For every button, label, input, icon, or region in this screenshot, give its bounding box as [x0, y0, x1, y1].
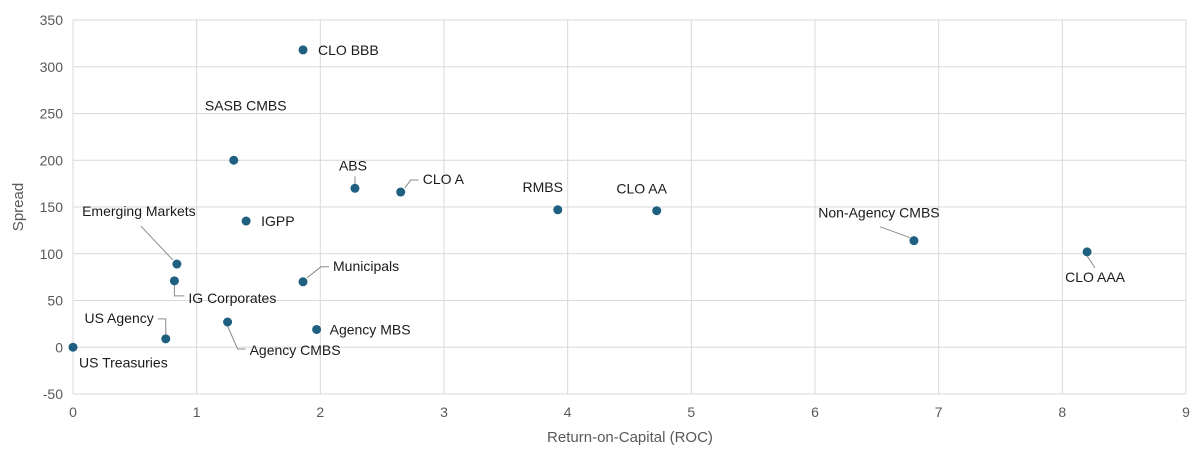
tick-labels: -50 0 50 100 150 200 250 300 350 0 1 2 3 4 5 6 7 8 9: [40, 12, 1190, 420]
leader-lines: [140, 176, 1096, 350]
leader-agency-cmbs: [227, 325, 246, 350]
label-clo-a: CLO A: [423, 171, 465, 187]
y-tick-label: -50: [43, 386, 63, 402]
y-tick-label: 300: [40, 59, 64, 75]
point-rmbs: [553, 205, 563, 215]
x-tick-label: 0: [69, 404, 77, 420]
label-agency-mbs: Agency MBS: [330, 321, 411, 337]
point-clo-bbb: [298, 45, 308, 55]
data-points: [68, 45, 1092, 352]
y-tick-label: 50: [47, 293, 63, 309]
leader-municipals: [306, 266, 330, 279]
x-axis-title: Return-on-Capital (ROC): [547, 429, 713, 446]
label-ig-corporates: IG Corporates: [188, 290, 276, 306]
point-emerging-markets: [172, 259, 182, 269]
x-tick-label: 4: [564, 404, 572, 420]
label-clo-aa: CLO AA: [616, 181, 667, 197]
point-us-treasuries: [68, 342, 78, 352]
y-tick-label: 200: [40, 152, 64, 168]
leader-clo-aaa: [1086, 255, 1096, 269]
label-agency-cmbs: Agency CMBS: [250, 342, 341, 358]
x-tick-label: 2: [316, 404, 324, 420]
point-clo-aa: [652, 206, 662, 216]
leader-us-agency: [157, 318, 167, 335]
label-igpp: IGPP: [261, 213, 294, 229]
label-clo-aaa: CLO AAA: [1065, 269, 1126, 285]
y-tick-label: 150: [40, 199, 64, 215]
point-abs: [350, 183, 360, 193]
y-axis-title: Spread: [10, 183, 27, 231]
leader-ig-corporates: [173, 284, 185, 297]
point-agency-cmbs: [223, 317, 233, 327]
point-sasb-cmbs: [229, 155, 239, 165]
x-tick-label: 7: [935, 404, 943, 420]
y-tick-label: 0: [55, 339, 63, 355]
label-abs: ABS: [339, 157, 367, 173]
point-clo-aaa: [1082, 247, 1092, 257]
point-ig-corporates: [169, 276, 179, 286]
leader-clo-a: [404, 179, 419, 189]
x-tick-label: 1: [193, 404, 201, 420]
point-municipals: [298, 277, 308, 287]
label-emerging-markets: Emerging Markets: [82, 203, 196, 219]
data-labels: US Treasuries US Agency IG Corporates Emerg…: [79, 42, 1126, 370]
label-sasb-cmbs: SASB CMBS: [205, 97, 287, 113]
gridlines: [72, 19, 1187, 395]
point-clo-a: [396, 187, 406, 197]
label-non-agency-cmbs: Non-Agency CMBS: [818, 205, 939, 221]
label-clo-bbb: CLO BBB: [318, 42, 379, 58]
x-tick-label: 6: [811, 404, 819, 420]
x-tick-label: 3: [440, 404, 448, 420]
y-tick-label: 250: [40, 106, 64, 122]
y-tick-label: 100: [40, 246, 64, 262]
label-rmbs: RMBS: [523, 179, 563, 195]
x-tick-label: 5: [687, 404, 695, 420]
label-us-treasuries: US Treasuries: [79, 354, 168, 370]
label-us-agency: US Agency: [84, 310, 153, 326]
leader-non-agency-cmbs: [879, 226, 911, 239]
x-tick-label: 9: [1182, 404, 1190, 420]
label-municipals: Municipals: [333, 258, 399, 274]
x-tick-label: 8: [1058, 404, 1066, 420]
point-igpp: [241, 216, 251, 226]
leader-emerging-markets: [140, 225, 174, 261]
y-tick-label: 350: [40, 12, 64, 28]
point-non-agency-cmbs: [909, 236, 919, 246]
point-agency-mbs: [312, 324, 322, 334]
point-us-agency: [161, 334, 171, 344]
